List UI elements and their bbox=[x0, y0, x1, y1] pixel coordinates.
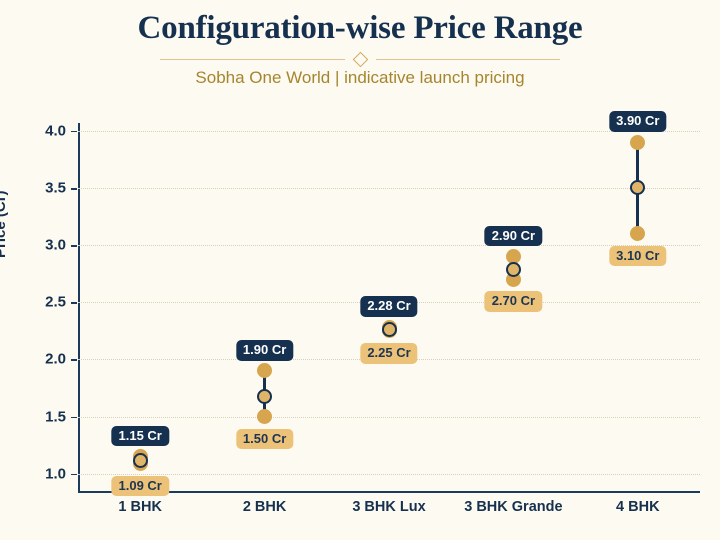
x-axis-label: 4 BHK bbox=[616, 499, 660, 515]
y-tick-label: 3.5 bbox=[45, 179, 66, 197]
y-tick-label: 1.5 bbox=[45, 408, 66, 426]
min-price-marker[interactable] bbox=[630, 226, 646, 242]
max-price-badge: 1.90 Cr bbox=[235, 339, 294, 361]
page-title: Configuration-wise Price Range bbox=[137, 10, 583, 46]
min-price-marker[interactable] bbox=[257, 409, 273, 425]
min-price-badge: 2.70 Cr bbox=[484, 291, 543, 313]
y-tick-mark bbox=[71, 245, 77, 247]
max-price-marker[interactable] bbox=[257, 363, 273, 379]
gridline bbox=[78, 473, 700, 475]
title-divider bbox=[160, 51, 560, 67]
diamond-ornament-icon bbox=[352, 51, 368, 67]
gridline bbox=[78, 245, 700, 247]
min-price-badge: 2.25 Cr bbox=[360, 342, 418, 364]
max-price-badge: 2.90 Cr bbox=[484, 225, 543, 247]
divider-rule-left bbox=[160, 58, 345, 60]
x-axis-label: 2 BHK bbox=[242, 499, 287, 515]
min-price-badge: 3.10 Cr bbox=[609, 245, 667, 267]
x-axis-label: 3 BHK Lux bbox=[352, 499, 426, 515]
y-tick-label: 1.0 bbox=[45, 465, 66, 483]
mid-price-marker[interactable] bbox=[630, 180, 646, 196]
x-axis-label: 3 BHK Grande bbox=[464, 499, 563, 515]
mid-price-marker[interactable] bbox=[381, 321, 397, 337]
mid-price-marker[interactable] bbox=[257, 388, 273, 404]
max-price-marker[interactable] bbox=[505, 249, 521, 265]
max-price-marker[interactable] bbox=[630, 134, 646, 150]
y-tick-mark bbox=[71, 130, 77, 133]
y-axis-spine bbox=[78, 123, 80, 493]
gridline bbox=[78, 130, 700, 132]
y-tick-label: 2.0 bbox=[45, 350, 66, 368]
x-axis-label: 1 BHK bbox=[118, 499, 162, 515]
chart-subtitle: Sobha One World | indicative launch pric… bbox=[195, 68, 525, 87]
y-tick-label: 3.0 bbox=[45, 236, 66, 254]
gridline bbox=[78, 187, 700, 189]
min-price-badge: 1.09 Cr bbox=[111, 475, 169, 497]
y-tick-mark bbox=[71, 302, 77, 304]
y-tick-mark bbox=[71, 187, 77, 190]
y-tick-mark bbox=[71, 416, 77, 419]
y-axis-title: Price (Cr) bbox=[0, 190, 9, 258]
max-price-badge: 1.15 Cr bbox=[111, 425, 169, 447]
max-price-badge: 3.90 Cr bbox=[609, 111, 667, 132]
y-tick-mark bbox=[71, 359, 77, 362]
mid-price-marker[interactable] bbox=[505, 261, 521, 277]
x-axis-spine bbox=[78, 491, 700, 493]
plot-area: 1.0 1.5 2.0 2.5 3.0 3.5 4.0 1.15 Cr 1.09 Cr 1 BHK… bbox=[45, 111, 700, 515]
y-tick-label: 4.0 bbox=[45, 122, 66, 140]
y-tick-mark bbox=[71, 473, 77, 476]
divider-rule-right bbox=[375, 58, 560, 60]
gridline bbox=[78, 416, 700, 418]
mid-price-marker[interactable] bbox=[132, 452, 148, 468]
y-tick-label: 2.5 bbox=[45, 293, 66, 311]
min-price-badge: 1.50 Cr bbox=[235, 428, 294, 450]
max-price-badge: 2.28 Cr bbox=[360, 296, 418, 318]
